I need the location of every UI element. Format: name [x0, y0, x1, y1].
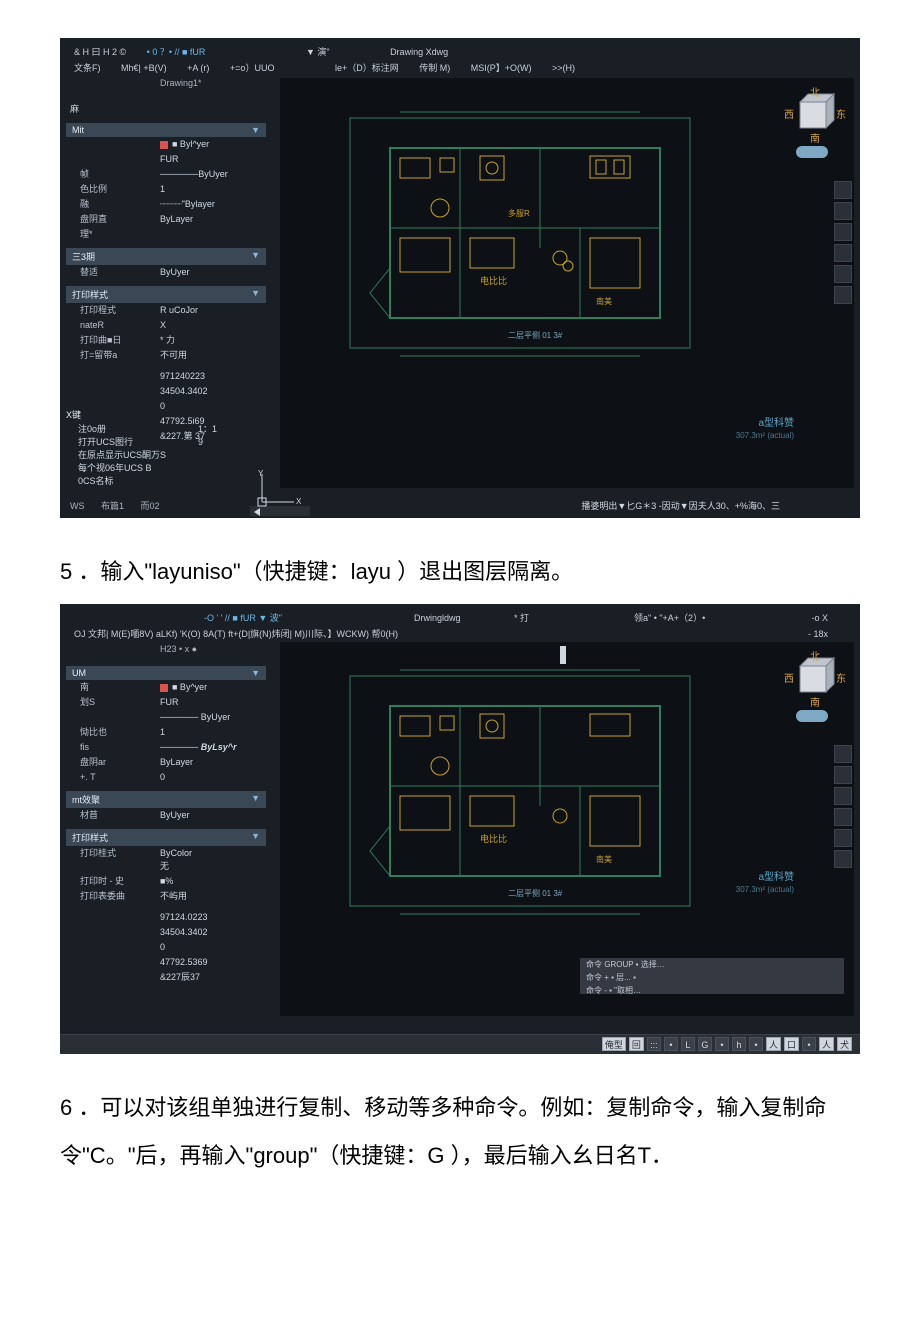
nav-bar-icons[interactable]: [834, 178, 854, 307]
coord-value: 34504.3402: [160, 385, 208, 398]
menu-text: ▼ 演": [306, 47, 330, 57]
coord-value: 0: [160, 941, 165, 954]
svg-text:南美: 南美: [596, 854, 612, 864]
panel-label: 麻: [66, 98, 266, 117]
svg-text:X: X: [296, 497, 302, 506]
step-5-text: 5 ．输入"layuniso"（快捷键：layu ）退出图层隔离。: [60, 548, 860, 596]
chevron-down-icon: ▼: [251, 668, 260, 678]
chevron-down-icon: ▼: [251, 793, 260, 803]
status-buttons[interactable]: 俺型 回 ::: • L G • h • 人 口 • 人 犬: [602, 1037, 852, 1051]
status-bar: 俺型 回 ::: • L G • h • 人 口 • 人 犬: [60, 1034, 860, 1054]
svg-text:二层平侧 01 3#: 二层平侧 01 3#: [508, 888, 563, 898]
svg-text:北: 北: [810, 651, 820, 663]
coord-value: 971240223: [160, 370, 205, 383]
coord-value: 47792.5369: [160, 956, 208, 969]
menu-item[interactable]: MSI(P】+O(W): [471, 63, 532, 73]
panel-group-header[interactable]: 三3期 ▼: [66, 248, 266, 265]
chevron-down-icon: ▼: [251, 831, 260, 841]
drawing-tab[interactable]: H23 • x ●: [160, 644, 197, 654]
panel-group-header[interactable]: 打印样式 ▼: [66, 286, 266, 303]
menu-text: Drawing Xdwg: [390, 47, 448, 57]
menubar: -O ' ' // ■ fUR ▼ 波" Drwingldwg * 打 领a" …: [60, 604, 860, 644]
plan-caption: a型科赞 307.3m² (actual): [736, 418, 794, 442]
properties-panel: UM ▼ 南■ By^yer 划SFUR ────── ByUyer 恸比也1 …: [66, 660, 266, 985]
coord-value: 34504.3402: [160, 926, 208, 939]
coord-value: 97124.0223: [160, 911, 208, 924]
menu-item[interactable]: Mh€| +B(V): [121, 63, 167, 73]
menu-item[interactable]: 传制 M): [419, 63, 450, 73]
view-cube[interactable]: 北 南 东 西: [778, 648, 848, 726]
step-6-text: 6 ．可以对该组单独进行复制、移动等多种命令。例如：复制命令，输入复制命令"C。…: [60, 1084, 860, 1180]
svg-text:Y: Y: [258, 469, 264, 478]
chevron-down-icon: ▼: [251, 288, 260, 298]
cursor-caret: [560, 646, 566, 664]
menu-item[interactable]: +A (r): [187, 63, 209, 73]
status-footnote: 播婆明出▼匕G＊3 -因动▼因夫人30、+%海0、三: [581, 499, 780, 512]
view-cube[interactable]: 北 南 东 西: [778, 84, 848, 162]
properties-panel: 麻 Mit ▼ ■ Byl^yer FUR 帧──────ByUyer 色比例1…: [66, 98, 266, 444]
panel-group-header[interactable]: UM ▼: [66, 666, 266, 680]
ucs-title: X键: [66, 408, 296, 421]
svg-text:南美: 南美: [596, 296, 612, 306]
floor-plan: 电比比 南美 二层平侧 01 3#: [340, 666, 700, 926]
drawing-canvas[interactable]: 北 南 东 西: [280, 78, 854, 488]
svg-text:电比比: 电比比: [480, 275, 507, 286]
menu-item[interactable]: +=o）UUO: [230, 63, 275, 73]
svg-text:东: 东: [836, 672, 846, 685]
chevron-down-icon: ▼: [251, 125, 260, 135]
menu-text: • 0 ？• // ■ fUR: [147, 47, 206, 57]
menu-item[interactable]: >>(H): [552, 63, 575, 73]
coord-value: &227辰37: [160, 971, 200, 984]
nav-bar-icons[interactable]: [834, 742, 854, 871]
cad-screenshot-1: & H 曰 H 2 © • 0 ？• // ■ fUR ▼ 演" Drawing…: [60, 38, 860, 518]
panel-group-header[interactable]: Mit ▼: [66, 123, 266, 137]
menubar: & H 曰 H 2 © • 0 ？• // ■ fUR ▼ 演" Drawing…: [60, 38, 860, 78]
menu-item[interactable]: 文条F): [74, 63, 101, 73]
svg-text:西: 西: [784, 674, 794, 685]
svg-text:东: 东: [836, 108, 846, 121]
plan-caption: a型科赞 307.3m² (actual): [736, 872, 794, 896]
svg-text:南: 南: [810, 132, 820, 145]
svg-text:二层平侧 01 3#: 二层平侧 01 3#: [508, 330, 563, 340]
drawing-canvas[interactable]: 北 南 东 西: [280, 642, 854, 1016]
menu-text: & H 曰 H 2 ©: [74, 47, 126, 57]
svg-text:北: 北: [810, 87, 820, 99]
layout-tabs[interactable]: WS 布篇1 而02: [70, 499, 160, 512]
svg-text:多服R: 多服R: [508, 208, 530, 218]
floor-plan: 电比比 南美 多服R 二层平侧 01 3#: [340, 108, 700, 368]
chevron-down-icon: ▼: [251, 250, 260, 260]
menu-item[interactable]: le+（D）标注网: [335, 63, 399, 73]
panel-group-header[interactable]: 打印样式 ▼: [66, 829, 266, 846]
drawing-tab[interactable]: Drawing1*: [160, 78, 202, 88]
command-line[interactable]: 命令 GROUP ▪ 选择… 命令 + ▪ 层... ▪ 命令 - ▪ "取相…: [580, 958, 844, 994]
svg-text:电比比: 电比比: [480, 833, 507, 844]
panel-group-header[interactable]: mt效聚 ▼: [66, 791, 266, 808]
cad-screenshot-2: -O ' ' // ■ fUR ▼ 波" Drwingldwg * 打 领a" …: [60, 604, 860, 1054]
svg-text:西: 西: [784, 110, 794, 121]
svg-text:南: 南: [810, 696, 820, 709]
